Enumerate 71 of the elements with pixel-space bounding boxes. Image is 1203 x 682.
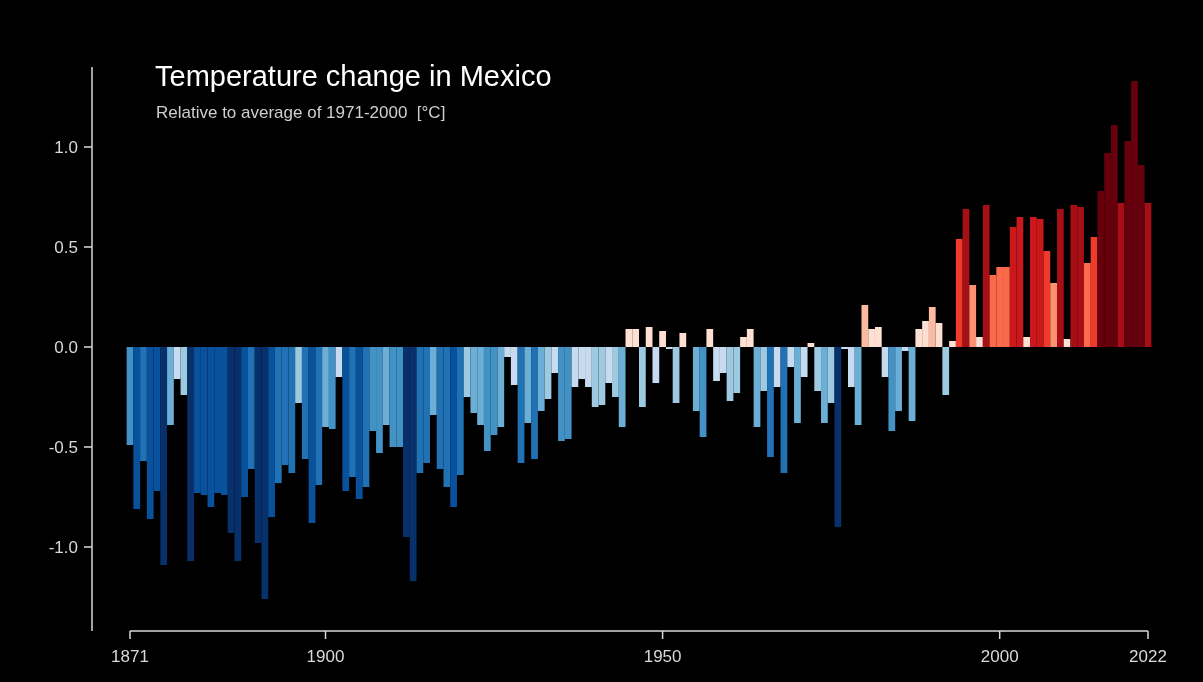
bar — [767, 347, 774, 457]
bar — [355, 347, 363, 499]
bar — [814, 347, 822, 391]
bar — [827, 347, 835, 403]
bar — [861, 305, 869, 347]
bar — [982, 205, 990, 347]
bar — [652, 347, 660, 383]
bar — [160, 347, 168, 565]
bar — [187, 347, 195, 561]
bar — [942, 347, 950, 395]
bar — [382, 347, 390, 425]
bar — [133, 347, 141, 509]
y-tick-label: -1.0 — [48, 537, 78, 557]
y-tick-label: 0.0 — [54, 337, 78, 357]
bar — [430, 347, 437, 415]
bar — [531, 347, 538, 459]
bar — [928, 307, 936, 347]
x-tick-label: 1950 — [643, 647, 682, 666]
bar — [773, 347, 781, 387]
bar — [1023, 337, 1031, 347]
y-tick-label: 0.5 — [54, 237, 78, 257]
bar — [140, 347, 147, 461]
bar — [659, 331, 666, 347]
bar — [315, 347, 323, 485]
chart-title: Temperature change in Mexico — [155, 60, 552, 92]
bar — [895, 347, 902, 411]
bar — [605, 347, 613, 383]
bar — [821, 347, 828, 423]
bar — [800, 347, 808, 377]
bar — [328, 347, 336, 429]
bar — [349, 347, 356, 477]
x-tick-label: 1900 — [306, 647, 345, 666]
bar — [639, 347, 646, 407]
bar — [949, 341, 956, 347]
x-tick-label: 1871 — [111, 647, 149, 666]
bar — [692, 347, 700, 411]
y-tick-label: -0.5 — [48, 437, 78, 457]
bar — [612, 347, 619, 397]
bar — [976, 337, 983, 347]
text: Relative to average of 1971-2000 [°C] — [156, 103, 446, 122]
bar — [706, 329, 714, 347]
bar — [322, 347, 329, 427]
bar — [456, 347, 464, 475]
bar — [167, 347, 174, 425]
bar — [537, 347, 545, 411]
bar — [524, 347, 532, 423]
x-tick-label: 2022 — [1129, 647, 1167, 666]
bar — [301, 347, 309, 459]
bar — [247, 347, 255, 469]
bar — [295, 347, 302, 403]
bar — [497, 347, 505, 427]
bar — [173, 347, 181, 379]
bar — [241, 347, 248, 497]
y-tick-label: 1.0 — [54, 137, 78, 157]
bar — [1050, 283, 1057, 347]
bar — [888, 347, 896, 431]
bar — [955, 239, 963, 347]
bar — [679, 333, 687, 347]
bar — [1083, 263, 1091, 347]
bar — [901, 347, 909, 351]
x-tick-label: 2000 — [980, 647, 1019, 666]
bar — [551, 347, 559, 373]
bar — [618, 347, 626, 427]
bar — [969, 285, 977, 347]
bar — [787, 347, 795, 367]
bar — [794, 347, 801, 423]
bar — [760, 347, 768, 391]
bar — [342, 347, 350, 491]
bar — [1056, 209, 1064, 347]
bar — [268, 347, 275, 517]
bar — [450, 347, 457, 507]
